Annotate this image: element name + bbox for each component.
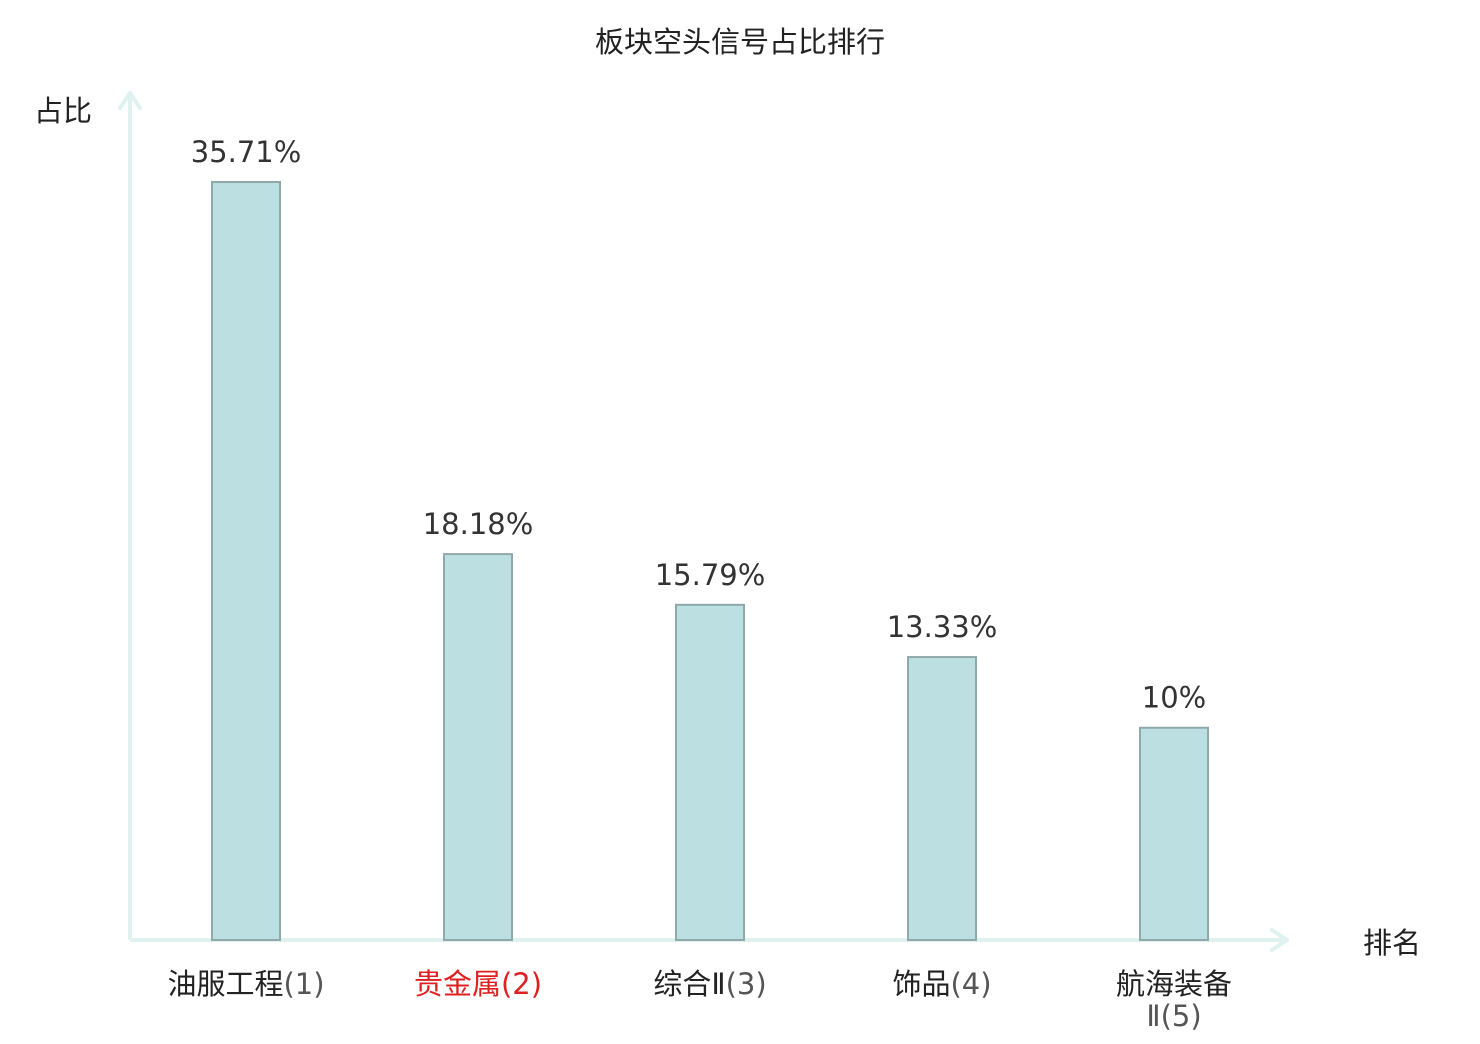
category-rank: (2): [501, 967, 542, 1001]
data-label-5: 10%: [1142, 681, 1206, 715]
category-rank: (1): [283, 967, 324, 1001]
category-label-1: 油服工程(1): [167, 967, 324, 1001]
category-rank: (3): [726, 967, 767, 1001]
value-labels-group: 35.71% 18.18% 15.79% 13.33% 10%: [191, 135, 1207, 715]
bar-5: [1139, 726, 1209, 942]
bars-group: [211, 181, 1209, 942]
category-name: 油服工程: [167, 967, 283, 1001]
category-name-part: Ⅱ: [1146, 999, 1160, 1033]
category-label-4: 饰品(4): [892, 967, 991, 1001]
bar-4: [907, 656, 977, 941]
bar-1: [211, 181, 281, 941]
category-label-2: 贵金属(2): [414, 967, 542, 1001]
bar-2: [443, 553, 513, 941]
category-label-3: 综合Ⅱ(3): [653, 967, 766, 1001]
category-label-5-line-2: Ⅱ(5): [1146, 999, 1201, 1033]
x-axis-label: 排名: [1363, 926, 1421, 960]
y-axis-label: 占比: [34, 94, 92, 128]
x-axis-arrow: [1270, 928, 1289, 952]
category-name: 综合Ⅱ: [653, 967, 725, 1001]
category-name: 饰品: [892, 967, 950, 1001]
data-label-2: 18.18%: [423, 507, 534, 541]
category-rank: (5): [1161, 999, 1202, 1033]
y-axis-arrow: [118, 91, 142, 110]
data-label-4: 13.33%: [887, 610, 998, 644]
data-label-1: 35.71%: [191, 135, 302, 169]
category-name: 贵金属: [414, 967, 501, 1001]
bar-3: [675, 603, 745, 941]
chart-title: 板块空头信号占比排行: [595, 25, 885, 59]
data-label-3: 15.79%: [655, 558, 766, 592]
category-rank: (4): [950, 967, 991, 1001]
category-label-5: 航海装备: [1116, 967, 1232, 1001]
